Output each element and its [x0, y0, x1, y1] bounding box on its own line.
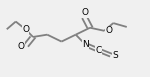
Text: S: S	[112, 51, 118, 60]
Text: O: O	[18, 42, 25, 51]
Text: O: O	[105, 26, 112, 35]
Text: O: O	[22, 25, 29, 34]
Text: O: O	[81, 8, 88, 17]
Text: N: N	[82, 40, 89, 49]
Text: C: C	[95, 46, 101, 55]
